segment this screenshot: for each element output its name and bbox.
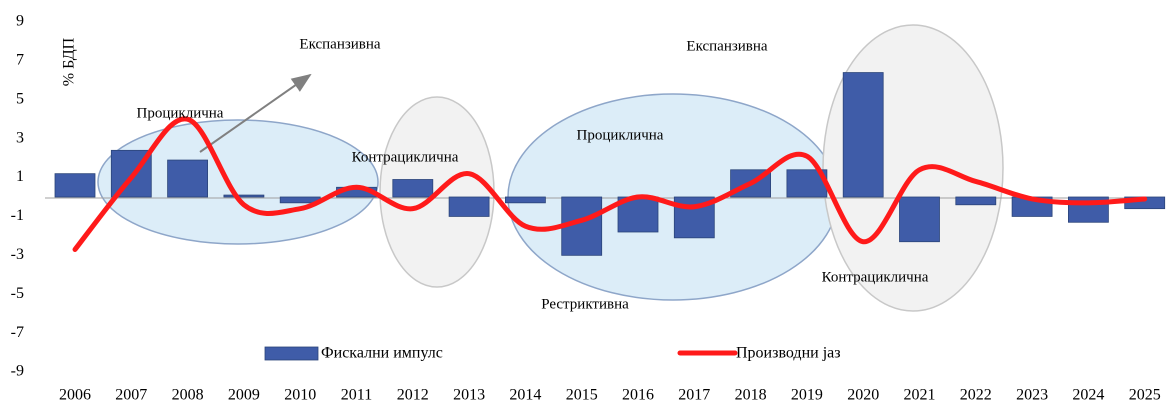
y-tick-label: 5 — [16, 90, 24, 107]
bar — [899, 196, 940, 243]
annotation: Експанзивна — [686, 38, 768, 54]
bar — [504, 196, 546, 204]
annotation: Рестриктивна — [541, 296, 629, 312]
y-tick-label: -3 — [11, 246, 24, 263]
y-tick-label: 9 — [16, 13, 24, 30]
y-tick-label: -9 — [11, 363, 24, 380]
x-tick-label: 2024 — [1072, 387, 1104, 404]
annotation: Проциклична — [577, 127, 664, 143]
y-tick-label: 7 — [16, 52, 24, 69]
x-tick-label: 2007 — [115, 387, 147, 404]
legend: Фискални импулс Производни јаз — [264, 345, 841, 362]
y-tick-label: -7 — [11, 324, 24, 341]
x-tick-label: 2014 — [509, 387, 541, 404]
x-tick-label: 2017 — [678, 387, 710, 404]
line — [72, 116, 1148, 252]
x-tick-label: 2012 — [397, 387, 429, 404]
x-tick-label: 2018 — [735, 387, 767, 404]
x-tick-label: 2015 — [566, 387, 598, 404]
y-tick-label: -1 — [11, 207, 24, 224]
x-tick-label: 2006 — [59, 387, 91, 404]
y-tick-label: -5 — [11, 285, 24, 302]
x-tick-label: 2020 — [847, 387, 879, 404]
x-tick-label: 2011 — [341, 387, 372, 404]
x-tick-label: 2019 — [791, 387, 823, 404]
x-tick-label: 2013 — [453, 387, 485, 404]
annotation: Контрациклична — [352, 149, 459, 165]
legend-swatch — [264, 346, 319, 361]
x-tick-label: 2025 — [1129, 387, 1161, 404]
legend-label: Производни јаз — [736, 345, 841, 362]
y-tick-label: 1 — [16, 168, 24, 185]
x-tick-label: 2009 — [228, 387, 260, 404]
x-tick-label: 2021 — [904, 387, 936, 404]
annotation: Контрациклична — [822, 269, 929, 285]
bar — [955, 196, 997, 206]
y-axis-label: % БДП — [61, 37, 78, 86]
arrow — [199, 73, 312, 153]
legend-label: Фискални импулс — [321, 345, 443, 362]
bar — [842, 72, 884, 198]
annotation: Експанзивна — [299, 36, 381, 52]
bar — [54, 173, 96, 198]
annotation: Проциклична — [137, 105, 224, 121]
x-tick-label: 2010 — [284, 387, 316, 404]
bar — [392, 179, 434, 198]
bar — [448, 196, 490, 217]
x-tick-label: 2016 — [622, 387, 654, 404]
ellipse — [97, 119, 379, 245]
x-tick-label: 2023 — [1016, 387, 1048, 404]
x-tick-label: 2008 — [172, 387, 204, 404]
x-tick-label: 2022 — [960, 387, 992, 404]
y-tick-label: 3 — [16, 129, 24, 146]
bar — [167, 159, 209, 198]
bar — [223, 194, 265, 198]
